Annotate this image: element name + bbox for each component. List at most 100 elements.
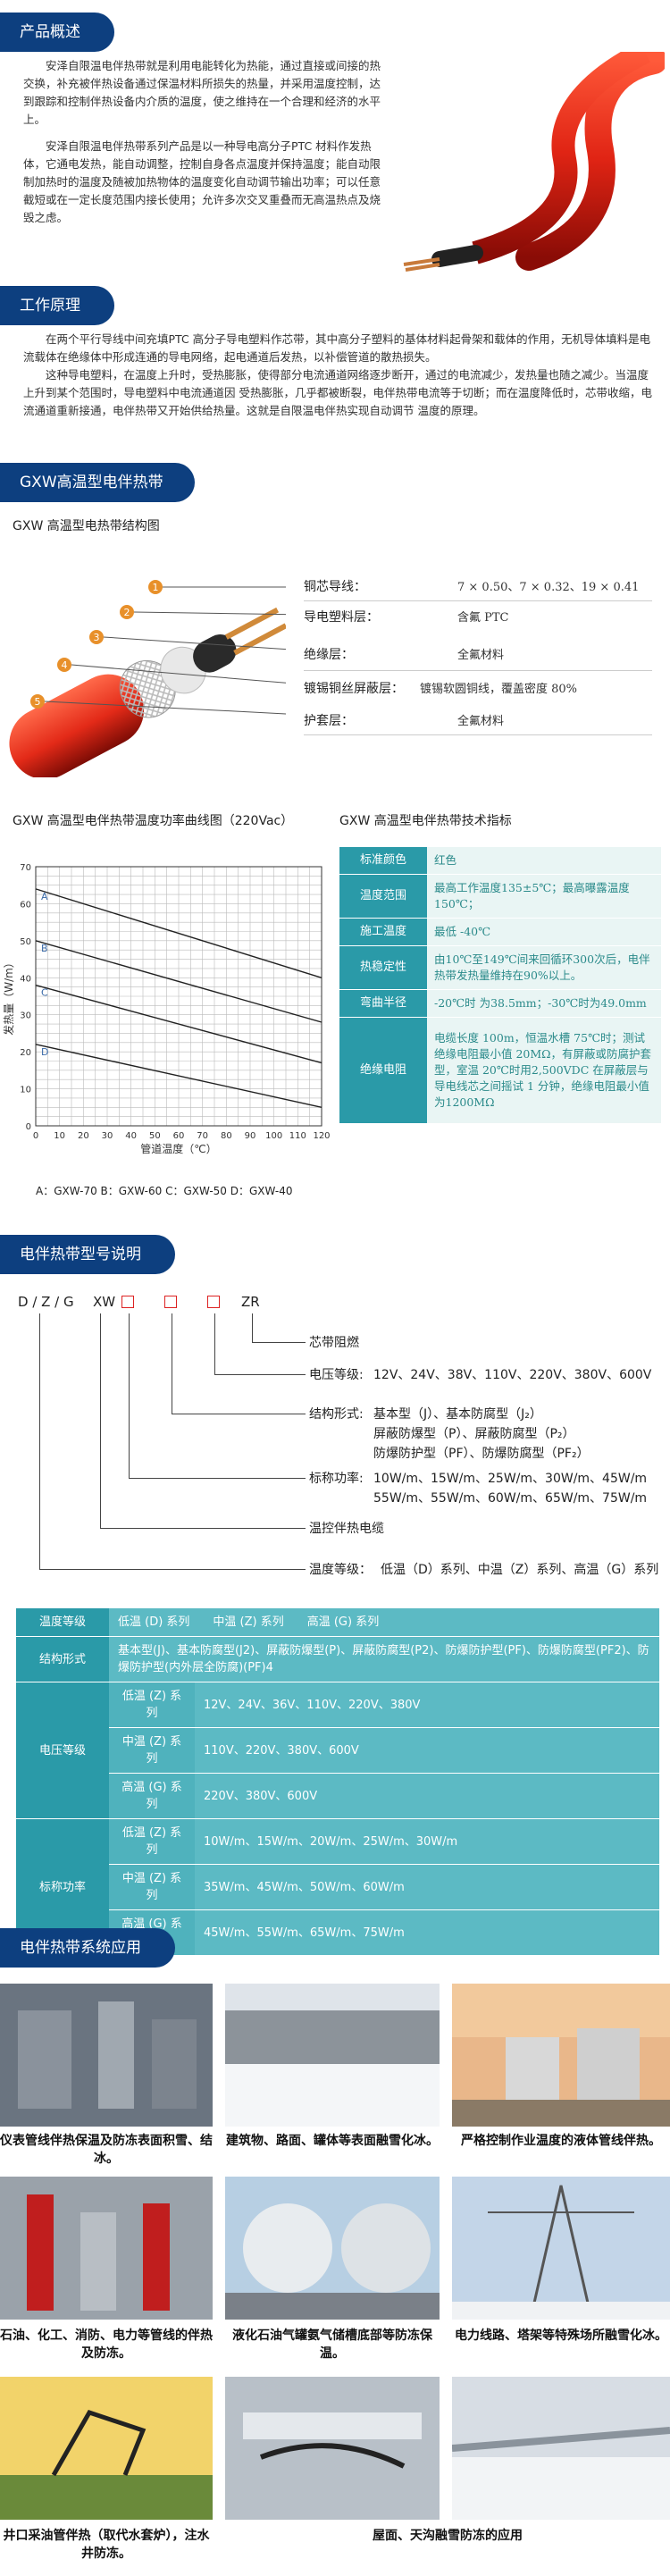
app-caption-1: 仪表管线伴热保温及防冻表面积雪、结冰。 <box>0 2134 213 2166</box>
y-tick-label: 30 <box>20 1011 31 1021</box>
table-row: 温度范围 最高工作温度135±5℃；最高曝露温度150℃； <box>339 874 661 919</box>
series-line-D <box>35 1044 322 1108</box>
tech-spec-table: 标准颜色 红色 温度范围 最高工作温度135±5℃；最高曝露温度150℃； 施工温度… <box>339 847 661 1124</box>
x-tick-label: 40 <box>125 1131 137 1141</box>
svg-text:4: 4 <box>62 659 68 671</box>
app-caption-7: 井口采油管伴热（取代水套炉），注水井防冻。 <box>3 2529 210 2561</box>
series-label-B: B <box>41 943 48 954</box>
series-label-A: A <box>41 891 48 902</box>
x-tick-label: 70 <box>197 1131 208 1141</box>
x-tick-label: 20 <box>78 1131 89 1141</box>
y-tick-label: 40 <box>20 974 31 984</box>
x-tick-label: 30 <box>102 1131 113 1141</box>
app-photo-instrument <box>0 1984 213 2127</box>
model-temp-grade-value: 低温（D）系列、中温（Z）系列、高温（G）系列 <box>381 1563 659 1577</box>
plot-frame <box>35 866 322 1127</box>
svg-text:3: 3 <box>94 632 100 643</box>
y-tick-label: 60 <box>20 900 31 910</box>
power-temperature-chart: 0 10 20 30 40 50 60 70 80 90 100 110 120 0 10 20 30 40 50 6… <box>2 863 331 1155</box>
series-line-C <box>35 984 322 1064</box>
layer-spec-5: 全氟材料 <box>457 715 505 728</box>
model-flame-retardant: 芯带阻燃 <box>309 1336 359 1350</box>
model-voltage-label: 电压等级: <box>309 1368 364 1382</box>
intro-section-title: 产品概述 <box>0 13 114 52</box>
svg-text:1: 1 <box>153 582 159 593</box>
apps-section-title: 电伴热带系统应用 <box>0 1928 175 1968</box>
model-power-value-2: 55W/m、55W/m、60W/m、65W/m、75W/m <box>373 1491 648 1506</box>
principle-paragraph-2: 这种导电塑料，在温度上升时，受热膨胀，使得部分电流通道网络逐步断开，通过的电流减… <box>23 368 652 417</box>
app-photo-building <box>225 1984 440 2127</box>
y-tick-label: 50 <box>20 937 31 947</box>
y-tick-label: 20 <box>20 1048 31 1058</box>
series-label-C: C <box>41 987 48 999</box>
y-tick-label: 10 <box>20 1086 31 1095</box>
intro-paragraph-2: 安泽自限温电伴热带系列产品是以一种导电高分子PTC 材料作发热体，它通电发热，能… <box>23 139 381 224</box>
app-photo-oilwell <box>0 2377 213 2520</box>
svg-text:5: 5 <box>35 696 41 708</box>
y-axis-label: 发热量（W/m） <box>2 957 15 1036</box>
table-row: 施工温度 最低 -40℃ <box>339 918 661 946</box>
tech-title: GXW 高温型电伴热带技术指标 <box>339 814 512 828</box>
table-row: 绝缘电阻 电缆长度 100m，恒温水槽 75℃时；测试绝缘电阻最小值 20MΩ，有… <box>339 1017 661 1124</box>
chart-legend: A：GXW-70 B：GXW-60 C：GXW-50 D：GXW-40 <box>36 1185 293 1197</box>
x-tick-label: 60 <box>173 1131 185 1141</box>
chart-title: GXW 高温型电伴热带温度功率曲线图（220Vac） <box>13 814 294 828</box>
layer-name-5: 护套层： <box>304 714 354 728</box>
table-row: 中温 (Z) 系列 110V、220V、380V、600V <box>16 1727 659 1774</box>
app-caption-8: 屋面、天沟融雪防冻的应用 <box>373 2529 523 2543</box>
table-row: 中温 (Z) 系列 35W/m、45W/m、50W/m、60W/m <box>16 1864 659 1910</box>
model-code-zr: ZR <box>241 1294 260 1310</box>
x-tick-label: 80 <box>221 1131 232 1141</box>
model-code-temp: D / Z / G <box>18 1294 74 1310</box>
layer-name-3: 绝缘层： <box>304 648 354 662</box>
app-photo-tanks <box>452 1984 670 2127</box>
principle-paragraph-1: 在两个平行导线中间充填PTC 高分子导电塑料作芯带，其中高分子塑料的基体材料起骨… <box>23 332 651 364</box>
table-row: 标准颜色 红色 <box>339 847 661 875</box>
series-label-D: D <box>41 1046 48 1058</box>
model-code-xw: XW <box>93 1294 116 1310</box>
principle-section-title: 工作原理 <box>0 286 114 325</box>
y-tick-label: 70 <box>20 863 31 873</box>
app-photo-spheres <box>225 2177 440 2320</box>
series-line-A <box>35 888 322 978</box>
layer-spec-2: 含氟 PTC <box>457 611 509 625</box>
x-tick-label: 110 <box>289 1131 306 1141</box>
gxw-section-title: GXW高温型电伴热带 <box>0 463 195 502</box>
layer-name-1: 铜芯导线： <box>304 580 366 594</box>
model-section-title: 电伴热带型号说明 <box>0 1235 175 1274</box>
table-row: 电压等级 低温 (Z) 系列 12V、24V、36V、110V、220V、380V <box>16 1682 659 1819</box>
model-structure-value-2: 屏蔽防爆型（P）、屏蔽防腐型（P₂） <box>373 1427 575 1441</box>
table-row: 高温 (G) 系列 220V、380V、600V <box>16 1773 659 1819</box>
layer-spec-1: 7 × 0.50、7 × 0.32、19 × 0.41 <box>457 581 640 594</box>
table-row: 高温 (G) 系列45W/m、55W/m、65W/m、75W/m <box>16 1909 659 1956</box>
app-caption-5: 液化石油气罐氨气储槽底部等防冻保温。 <box>232 2328 432 2361</box>
x-tick-label: 100 <box>265 1131 282 1141</box>
model-structure-label: 结构形式: <box>309 1407 364 1422</box>
x-axis-label: 管道温度（℃） <box>140 1142 216 1155</box>
app-caption-2: 建筑物、路面、罐体等表面融雪化冰。 <box>226 2134 439 2148</box>
table-row: 温度等级 低温 (D) 系列 中温 (Z) 系列 高温 (G) 系列 <box>16 1608 659 1637</box>
x-tick-label: 10 <box>54 1131 65 1141</box>
model-power-label: 标称功率: <box>309 1472 364 1486</box>
app-photo-tower <box>452 2177 670 2320</box>
table-row: 热稳定性 由10℃至149℃间来回循环300次后，电伴热带发热量维持在90%以上。 <box>339 945 661 990</box>
model-structure-value-1: 基本型（J）、基本防腐型（J₂） <box>373 1407 542 1422</box>
app-caption-6: 电力线路、塔架等特殊场所融雪化冰。 <box>455 2328 667 2343</box>
model-power-value-1: 10W/m、15W/m、25W/m、30W/m、45W/m <box>373 1472 648 1486</box>
table-row: 结构形式 基本型(J)、基本防腐型(J2)、屏蔽防爆型(P)、屏蔽防腐型(P2)、… <box>16 1636 659 1682</box>
table-row: 弯曲半径 -20℃时 为38.5mm；-30℃时为49.0mm <box>339 989 661 1018</box>
layer-name-2: 导电塑料层： <box>304 610 379 625</box>
gxw-structure-subtitle: GXW 高温型电热带结构图 <box>13 519 160 533</box>
intro-paragraph-1: 安泽自限温电伴热带就是利用电能转化为热能，通过直接或间接的热交换，补充被伴热设备… <box>23 59 381 126</box>
layer-spec-4: 镀锡软圆铜线，覆盖密度 80% <box>420 683 578 696</box>
app-photo-roof-1 <box>225 2377 440 2520</box>
layer-name-4: 镀锡铜丝屏蔽层： <box>304 682 404 696</box>
table-row: 标称功率 低温 (Z) 系列 10W/m、15W/m、20W/m、25W/m、30W… <box>16 1818 659 1956</box>
series-line-B <box>35 940 322 1023</box>
y-tick-label: 0 <box>26 1122 31 1132</box>
product-cable-photo <box>403 52 665 272</box>
model-cable-label: 温控伴热电缆 <box>309 1522 384 1536</box>
app-caption-4: 石油、化工、消防、电力等管线的伴热及防冻。 <box>0 2328 213 2361</box>
app-photo-pipes <box>0 2177 213 2320</box>
model-temp-grade-label: 温度等级： <box>309 1563 372 1577</box>
